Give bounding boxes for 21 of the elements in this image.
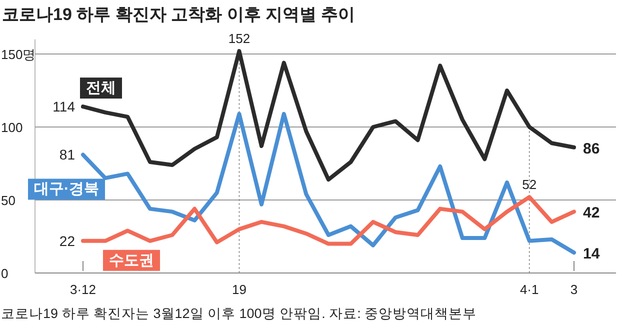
- x-tick-label: 19: [232, 282, 246, 297]
- y-tick-label: 150명: [1, 47, 36, 62]
- data-label: 14: [583, 246, 600, 263]
- data-label: 52: [522, 177, 537, 192]
- text: 코로나19 하루 확진자는 3월12일 이후 100명 안팎임. 자료: 중앙방역대책본부: [1, 306, 477, 321]
- x-tick-label: 3: [570, 282, 578, 297]
- data-label: 22: [59, 232, 76, 249]
- data-label: 152: [228, 31, 250, 46]
- series-label: 전체: [86, 80, 116, 97]
- y-tick-label: 0: [1, 266, 8, 281]
- y-tick-label: 50: [1, 193, 16, 208]
- data-label: 114: [52, 98, 76, 115]
- data-label: 42: [583, 204, 600, 222]
- x-tick-label: 3·12: [70, 282, 96, 297]
- series-label: 대구·경북: [34, 180, 99, 198]
- data-label: 81: [59, 146, 76, 163]
- chart-title: 코로나19 하루 확진자 고착화 이후 지역별 추이: [2, 5, 356, 24]
- series-label: 수도권: [109, 252, 154, 269]
- y-tick-label: 100: [1, 120, 23, 135]
- data-label: 86: [583, 140, 600, 158]
- x-tick-label: 4·1: [520, 282, 539, 297]
